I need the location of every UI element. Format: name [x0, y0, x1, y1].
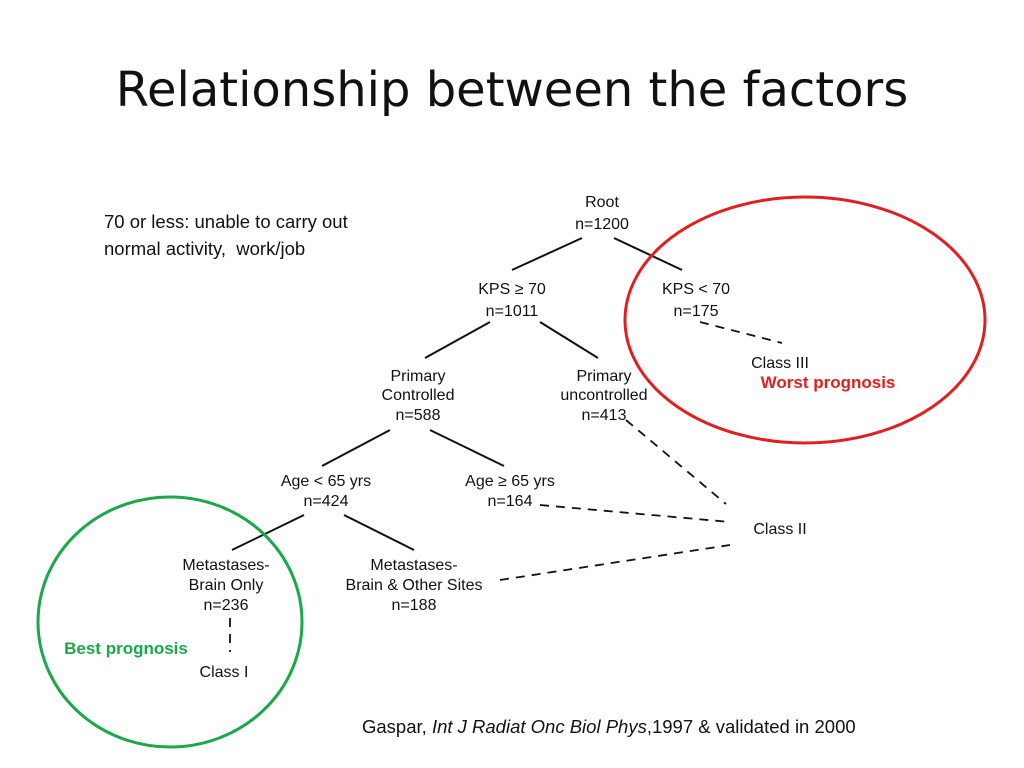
node-brain-only-label-2: Brain Only [189, 577, 264, 594]
node-brain-other-label-2: Brain & Other Sites [346, 577, 483, 594]
node-age-old-label: Age ≥ 65 yrs [465, 473, 555, 490]
best-prognosis-circle [36, 495, 304, 749]
edge-root-kps-high [511, 237, 583, 271]
citation-journal: Int J Radiat Onc Biol Phys [431, 716, 647, 737]
node-age-young-label: Age < 65 yrs [281, 473, 371, 490]
class-edges [229, 321, 783, 652]
node-kps-high-label: KPS ≥ 70 [478, 281, 546, 298]
edge-age-young-brain-only [231, 514, 305, 551]
edge-kps-high-controlled [424, 321, 491, 359]
citation-author: Gaspar, [362, 716, 432, 737]
node-root-label: Root [585, 194, 619, 211]
citation: Gaspar, Int J Radiat Onc Biol Phys,1997 … [362, 716, 856, 738]
edge-controlled-age-young [321, 429, 391, 467]
worst-prognosis-circle [623, 195, 987, 445]
best-prognosis-label: Best prognosis [64, 639, 188, 658]
node-uncontrolled-label-1: Primary [576, 368, 631, 385]
node-controlled-label-1: Primary [390, 368, 445, 385]
node-brain-only-count: n=236 [204, 597, 249, 614]
node-kps-low-label: KPS < 70 [662, 281, 730, 298]
kps-note: 70 or less: unable to carry out normal a… [104, 208, 348, 262]
node-root-count: n=1200 [575, 216, 629, 233]
node-class2: Class II [753, 521, 806, 538]
node-brain-other-count: n=188 [392, 597, 437, 614]
edge-age-old-class2 [539, 504, 731, 523]
edge-kps-high-uncontrolled [539, 321, 599, 359]
node-controlled-count: n=588 [396, 407, 441, 424]
worst-prognosis-label: Worst prognosis [761, 373, 896, 392]
edge-uncontrolled-class2 [625, 419, 727, 505]
node-kps-low-count: n=175 [674, 303, 719, 320]
node-class1: Class I [200, 664, 249, 681]
node-uncontrolled-label-2: uncontrolled [560, 387, 647, 404]
slide-title: Relationship between the factors [115, 62, 909, 118]
node-kps-high-count: n=1011 [486, 303, 539, 320]
node-brain-only-label-1: Metastases- [182, 557, 269, 574]
kps-note-line-2: normal activity, work/job [104, 238, 306, 259]
node-uncontrolled-count: n=413 [582, 407, 627, 424]
edge-brain-other-class2 [499, 544, 731, 581]
node-brain-other-label-1: Metastases- [370, 557, 457, 574]
tree-nodes: Root n=1200 KPS ≥ 70 n=1011 KPS < 70 n=1… [182, 194, 808, 681]
node-age-old-count: n=164 [488, 493, 533, 510]
node-class3: Class III [751, 355, 809, 372]
edge-kps-low-class3 [699, 321, 783, 344]
edge-age-young-brain-other [343, 514, 415, 551]
citation-rest: ,1997 & validated in 2000 [646, 716, 856, 737]
kps-note-line-1: 70 or less: unable to carry out [104, 211, 348, 232]
tree-edges [231, 237, 683, 551]
edge-controlled-age-old [429, 429, 505, 467]
node-age-young-count: n=424 [304, 493, 349, 510]
node-controlled-label-2: Controlled [382, 387, 455, 404]
edge-root-kps-low [613, 237, 683, 271]
